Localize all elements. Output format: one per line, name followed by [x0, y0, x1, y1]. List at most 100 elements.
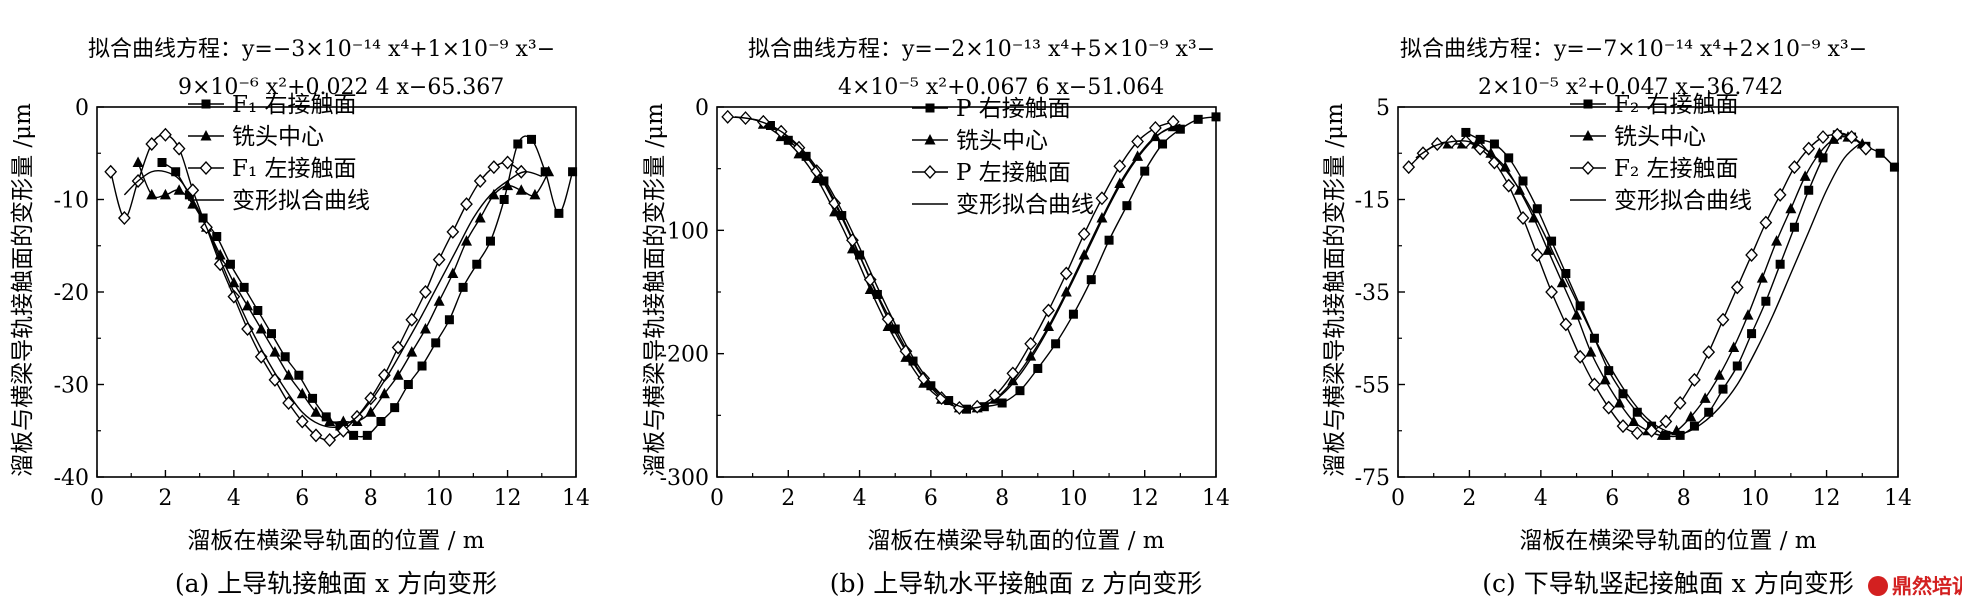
panel-c-series-0-point — [1489, 139, 1499, 149]
panel-a-series-0-point — [403, 380, 413, 389]
panel-b-series-2-point — [1042, 303, 1055, 318]
panel-b-series-0-point — [926, 381, 936, 391]
panel-b-x-tick-label: 8 — [995, 486, 1009, 511]
panel-a-series-1-point — [392, 369, 404, 380]
panel-b-legend-swatch-marker — [925, 103, 935, 113]
panel-c-series-1-point — [1771, 235, 1783, 246]
panel-a-series-1-point — [419, 323, 431, 334]
panel-c-series-1-point — [1742, 309, 1754, 320]
panel-a-series-1-point — [447, 267, 459, 278]
panel-a-x-tick-label: 4 — [227, 486, 241, 511]
panel-c-x-tick-label: 12 — [1813, 486, 1841, 511]
panel-c-series-2-point — [1702, 345, 1716, 360]
panel-c-series-0-point — [1732, 361, 1742, 371]
panel-a-series-0-point — [431, 338, 441, 348]
panel-b-series-0-point — [819, 176, 829, 186]
panel-a-series-1-point — [159, 188, 171, 200]
panel-a-series-1-point — [242, 299, 254, 311]
panel-c-series-2-point — [1545, 285, 1558, 299]
panel-a-legend-label: 变形拟合曲线 — [232, 188, 370, 214]
panel-b-series-2-line — [727, 116, 1174, 410]
panel-a-series-1-point — [132, 156, 144, 167]
panel-c-series-2-point — [1402, 160, 1416, 175]
panel-b-series-1-point — [1096, 212, 1108, 223]
panel-b-series-2-point — [899, 344, 913, 359]
panel-a-series-0-point — [212, 232, 222, 241]
panel-c-x-tick-label: 2 — [1462, 486, 1476, 511]
panel-c-series-0-point — [1547, 236, 1557, 246]
panel-b-series-0-point — [1051, 339, 1061, 349]
panel-a-series-2-point — [391, 340, 405, 355]
panel-a-series-0-point — [362, 430, 372, 440]
panel-b-series-1-point — [1132, 150, 1144, 161]
panel-a-series-1-point — [337, 415, 349, 426]
panel-a-series-2-point — [364, 391, 378, 406]
panel-c-series-2-point — [1745, 248, 1758, 262]
panel-a-series-0-point — [444, 315, 454, 325]
panel-c-series-0-point — [1689, 421, 1699, 431]
panel-c-series-2-point — [1502, 178, 1516, 193]
panel-c-series-0-point — [1561, 269, 1571, 278]
panel-c-x-tick-label: 0 — [1391, 486, 1405, 511]
panel-b-series-0-point — [1086, 275, 1096, 285]
panel-a-series-0-point — [321, 412, 331, 422]
panel-b-series-2-point — [1149, 121, 1162, 135]
panel-c-series-2-point — [1430, 137, 1444, 151]
panel-c-series-2-point — [1630, 426, 1644, 441]
panel-a-series-1-point — [146, 188, 158, 200]
panel-c-x-tick-label: 14 — [1884, 486, 1912, 511]
panel-b-series-2-point — [1166, 114, 1180, 129]
panel-c-series-0-point — [1632, 407, 1642, 417]
panel-b-series-2-point — [1077, 227, 1091, 241]
panel-a-series-2-point — [117, 211, 131, 225]
panel-c-series-2-point — [1530, 248, 1544, 262]
panel-b-series-2-point — [1059, 266, 1073, 281]
panel-c-series-0-point — [1818, 153, 1828, 163]
panel-a-x-tick-label: 6 — [295, 486, 309, 511]
panel-c-series-2-point — [1830, 127, 1844, 142]
panel-b-legend-swatch-marker — [924, 134, 936, 145]
panel-b-legend-label: 变形拟合曲线 — [956, 192, 1094, 218]
panel-b-series-0-point — [908, 356, 918, 366]
panel-c-legend-label: 变形拟合曲线 — [1614, 188, 1752, 214]
panel-b-series-0-point — [1104, 235, 1114, 245]
panel-b-series-0-point — [1015, 386, 1025, 396]
panel-b-series-1-point — [1149, 130, 1161, 142]
panel-b-series-2-point — [1095, 191, 1109, 206]
panel-c-series-1-point — [1799, 170, 1811, 181]
panel-c-series-2-point — [1716, 312, 1730, 327]
panel-a-equation-line1: 拟合曲线方程：y=−3×10⁻¹⁴ x⁴+1×10⁻⁹ x³− — [88, 37, 555, 62]
panel-b-legend-label: P 左接触面 — [956, 160, 1071, 186]
panel-c-series-1-point — [1585, 346, 1597, 357]
panel-c-series-1-point — [1628, 415, 1640, 426]
panel-c-series-2-point — [1659, 414, 1673, 429]
panel-c-series-0-point — [1518, 176, 1528, 186]
panel-c-series-0-point — [1618, 389, 1628, 399]
panel-a-series-1-point — [502, 179, 514, 191]
panel-a-series-2-point — [186, 183, 200, 198]
panel-c-series-0-point — [1504, 153, 1514, 163]
panel-a-legend-label: F₁ 右接触面 — [232, 92, 357, 118]
panel-c-series-0-point — [1604, 366, 1614, 376]
panel-c-series-1-point — [1613, 397, 1625, 408]
panel-c-x-tick-label: 10 — [1741, 486, 1769, 511]
panel-c-series-2-point — [1588, 377, 1601, 392]
panel-a-series-0-point — [485, 236, 495, 246]
panel-a-series-0-point — [554, 208, 564, 218]
panel-a-series-0-point — [225, 259, 235, 269]
panel-a-series-1-point — [173, 184, 185, 195]
panel-b-series-2-point — [1131, 134, 1144, 149]
panel-b-series-1-point — [846, 242, 858, 254]
panel-c-y-tick-label: -35 — [1355, 281, 1390, 306]
panel-b-y-tick-label: -100 — [660, 219, 709, 244]
panel-c-x-tick-label: 8 — [1677, 486, 1691, 511]
panel-b-x-tick-label: 0 — [710, 486, 724, 511]
panel-b-series-2-point — [828, 196, 842, 211]
panel-c-series-1-point — [1685, 410, 1697, 422]
panel-c-series-2-point — [1573, 349, 1587, 364]
panel-b-series-0-point — [1175, 124, 1185, 134]
panel-a-series-0-point — [239, 282, 249, 292]
panel-c-caption: (c) 下导轨竖起接触面 x 方向变形 — [1482, 569, 1853, 598]
